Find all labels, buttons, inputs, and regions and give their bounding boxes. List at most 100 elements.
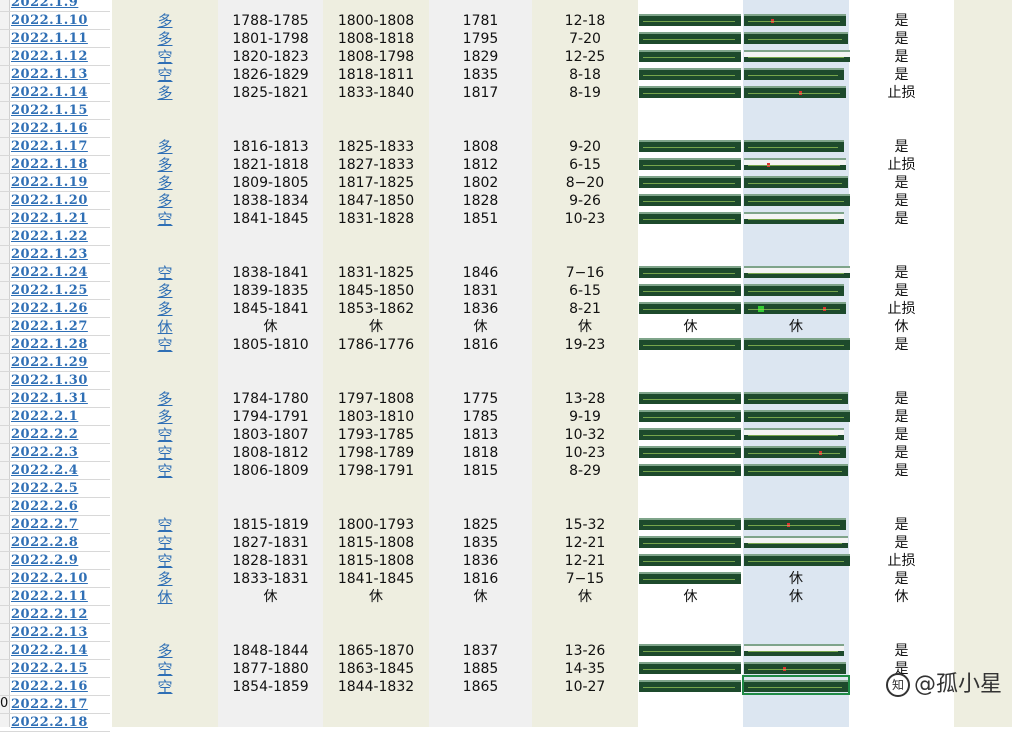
selected-cell[interactable] [742, 675, 850, 695]
chart-thumbnail[interactable] [744, 536, 848, 548]
chart-thumbnail[interactable] [744, 212, 844, 224]
date-link[interactable]: 2022.1.11 [11, 31, 88, 46]
date-link[interactable]: 2022.2.14 [11, 643, 88, 658]
direction-cell[interactable]: 多 [157, 282, 173, 300]
chart-thumbnail[interactable] [744, 140, 844, 152]
direction-cell[interactable]: 空 [157, 678, 173, 696]
date-link[interactable]: 2022.2.6 [11, 499, 79, 514]
chart-thumbnail[interactable] [744, 86, 846, 98]
direction-cell[interactable]: 多 [157, 30, 173, 48]
date-link[interactable]: 2022.1.26 [11, 301, 88, 316]
chart-thumbnail[interactable] [639, 572, 741, 584]
date-link[interactable]: 2022.1.18 [11, 157, 88, 172]
chart-thumbnail[interactable] [744, 338, 850, 350]
chart-thumbnail[interactable] [639, 446, 741, 458]
direction-cell[interactable]: 多 [157, 408, 173, 426]
direction-cell[interactable]: 多 [157, 192, 173, 210]
date-link[interactable]: 2022.2.10 [11, 571, 88, 586]
direction-cell[interactable]: 空 [157, 264, 173, 282]
chart-thumbnail[interactable] [639, 662, 741, 674]
date-link[interactable]: 2022.1.19 [11, 175, 88, 190]
date-link[interactable]: 2022.1.17 [11, 139, 88, 154]
chart-thumbnail[interactable] [744, 428, 844, 440]
date-link[interactable]: 2022.1.30 [11, 373, 88, 388]
direction-cell[interactable]: 空 [157, 444, 173, 462]
date-link[interactable]: 2022.1.27 [11, 319, 88, 334]
direction-cell[interactable]: 空 [157, 534, 173, 552]
chart-thumbnail[interactable] [639, 554, 741, 566]
chart-thumbnail[interactable] [744, 680, 848, 692]
direction-cell[interactable]: 多 [157, 300, 173, 318]
chart-thumbnail[interactable] [639, 32, 741, 44]
date-link[interactable]: 2022.1.21 [11, 211, 88, 226]
date-link[interactable]: 2022.2.5 [11, 481, 79, 496]
chart-thumbnail[interactable] [744, 194, 850, 206]
date-link[interactable]: 2022.2.11 [11, 589, 88, 604]
chart-thumbnail[interactable] [639, 176, 741, 188]
chart-thumbnail[interactable] [639, 266, 741, 278]
chart-thumbnail[interactable] [744, 302, 846, 314]
chart-thumbnail[interactable] [639, 428, 741, 440]
date-link[interactable]: 2022.1.28 [11, 337, 88, 352]
direction-cell[interactable]: 多 [157, 84, 173, 102]
date-link[interactable]: 2022.2.16 [11, 679, 88, 694]
direction-cell[interactable]: 多 [157, 156, 173, 174]
date-link[interactable]: 2022.2.18 [11, 715, 88, 730]
chart-thumbnail[interactable] [744, 14, 846, 26]
chart-thumbnail[interactable] [744, 644, 844, 656]
chart-thumbnail[interactable] [639, 50, 741, 62]
chart-thumbnail[interactable] [639, 284, 741, 296]
chart-thumbnail[interactable] [744, 464, 848, 476]
direction-cell[interactable]: 多 [157, 174, 173, 192]
chart-thumbnail[interactable] [639, 86, 741, 98]
date-link[interactable]: 2022.1.9 [11, 0, 79, 10]
direction-cell[interactable]: 空 [157, 48, 173, 66]
date-link[interactable]: 2022.2.8 [11, 535, 79, 550]
date-link[interactable]: 2022.2.17 [11, 697, 88, 712]
date-link[interactable]: 2022.1.23 [11, 247, 88, 262]
chart-thumbnail[interactable] [744, 446, 846, 458]
date-link[interactable]: 2022.2.7 [11, 517, 79, 532]
date-link[interactable]: 2022.2.4 [11, 463, 79, 478]
chart-thumbnail[interactable] [639, 680, 741, 692]
date-link[interactable]: 2022.1.10 [11, 13, 88, 28]
chart-thumbnail[interactable] [744, 68, 844, 80]
chart-thumbnail[interactable] [744, 50, 850, 62]
chart-thumbnail[interactable] [639, 392, 741, 404]
direction-cell[interactable]: 多 [157, 138, 173, 156]
chart-thumbnail[interactable] [744, 284, 844, 296]
chart-thumbnail[interactable] [639, 194, 741, 206]
date-link[interactable]: 2022.2.13 [11, 625, 88, 640]
chart-thumbnail[interactable] [744, 266, 850, 278]
date-link[interactable]: 2022.2.12 [11, 607, 88, 622]
chart-thumbnail[interactable] [744, 176, 848, 188]
chart-thumbnail[interactable] [744, 158, 846, 170]
chart-thumbnail[interactable] [639, 212, 741, 224]
chart-thumbnail[interactable] [639, 68, 741, 80]
chart-thumbnail[interactable] [639, 410, 741, 422]
direction-cell[interactable]: 多 [157, 642, 173, 660]
date-link[interactable]: 2022.2.15 [11, 661, 88, 676]
date-link[interactable]: 2022.1.12 [11, 49, 88, 64]
direction-cell[interactable]: 多 [157, 390, 173, 408]
direction-cell[interactable]: 空 [157, 552, 173, 570]
chart-thumbnail[interactable] [639, 14, 741, 26]
chart-thumbnail[interactable] [639, 464, 741, 476]
date-link[interactable]: 2022.2.9 [11, 553, 79, 568]
chart-thumbnail[interactable] [744, 410, 850, 422]
chart-thumbnail[interactable] [639, 302, 741, 314]
chart-thumbnail[interactable] [639, 140, 741, 152]
direction-cell[interactable]: 空 [157, 462, 173, 480]
chart-thumbnail[interactable] [744, 662, 846, 674]
chart-thumbnail[interactable] [744, 392, 848, 404]
date-link[interactable]: 2022.1.22 [11, 229, 88, 244]
date-link[interactable]: 2022.1.14 [11, 85, 88, 100]
chart-thumbnail[interactable] [744, 554, 850, 566]
chart-thumbnail[interactable] [639, 644, 741, 656]
chart-thumbnail[interactable] [639, 158, 741, 170]
direction-cell[interactable]: 休 [157, 588, 173, 606]
chart-thumbnail[interactable] [639, 338, 741, 350]
date-link[interactable]: 2022.1.20 [11, 193, 88, 208]
direction-cell[interactable]: 空 [157, 516, 173, 534]
date-link[interactable]: 2022.1.15 [11, 103, 88, 118]
